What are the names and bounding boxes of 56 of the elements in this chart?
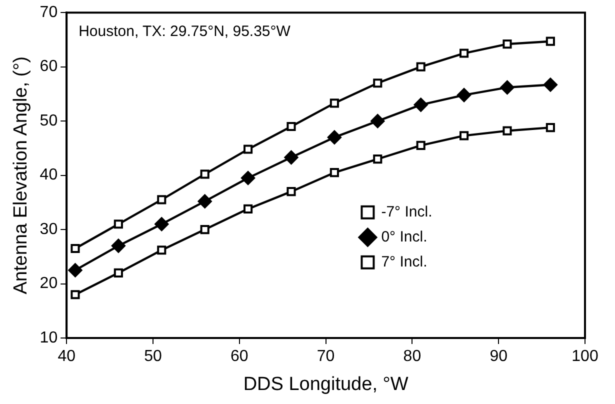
point [543,78,558,92]
point [416,140,426,150]
point [286,187,296,196]
y-tick-label: 70 [40,4,58,22]
point [284,150,298,164]
point [500,80,514,94]
point [330,98,339,108]
point [286,122,296,132]
point [457,88,472,102]
y-tick-label: 40 [40,166,58,184]
x-tick-label: 100 [572,348,598,366]
x-axis-title: DDS Longitude, °W [243,374,408,395]
y-tick-label: 20 [40,275,58,292]
point [111,238,126,253]
point [373,78,382,88]
point [502,40,512,49]
point [460,48,469,58]
y-tick-label: 10 [40,329,58,346]
x-tick-label: 80 [403,348,422,366]
point [244,144,253,154]
point [460,131,469,140]
point [416,62,426,72]
point [200,225,210,234]
point [373,154,382,164]
point [114,268,123,278]
point [154,217,169,232]
point [198,194,212,208]
point [157,246,166,255]
point [546,123,555,132]
y-tick-label: 30 [40,220,58,238]
legend-label: 0° Incl. [381,228,428,246]
y-tick-label: 60 [40,58,58,76]
y-tick-label: 50 [40,112,58,130]
x-tick-label: 70 [316,348,335,366]
point [330,168,339,178]
x-tick-label: 90 [490,348,508,366]
point [241,171,256,186]
point [68,263,82,278]
point [114,220,123,229]
legend-label: 7° Incl. [381,253,428,270]
point [200,170,210,179]
point [244,204,253,214]
point [157,195,166,204]
annotation: Houston, TX: 29.75°N, 95.35°W [78,23,292,40]
point [502,126,512,136]
point [70,290,80,300]
x-tick-label: 50 [144,348,162,366]
legend-label: -7° Incl. [381,203,432,220]
point [70,244,80,254]
point [327,130,342,144]
x-tick-label: 40 [58,348,76,366]
y-axis-title: Antenna Elevation Angle, (°) [10,56,32,294]
x-tick-label: 60 [230,348,248,366]
point [370,114,385,128]
point [546,36,555,46]
point [414,98,428,112]
